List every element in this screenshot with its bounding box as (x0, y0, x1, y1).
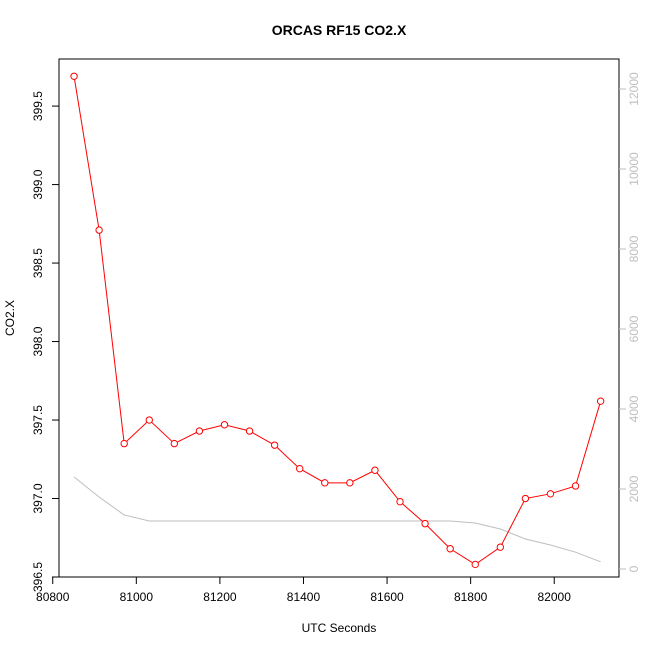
co2-data-point (446, 545, 454, 553)
x-tick-label: 81400 (287, 590, 321, 604)
y2-axis: 0 2000 4000 6000 8000 10000 12000 (619, 72, 641, 572)
y2-tick-label: 4000 (627, 395, 641, 422)
y-tick-label: 399.0 (31, 169, 45, 199)
co2-data-point (421, 519, 429, 528)
altitude-series-line (73, 476, 601, 563)
y-tick-label: 397.0 (31, 483, 45, 513)
co2-data-point (95, 226, 103, 234)
co2-data-point (371, 466, 379, 474)
y2-tick-label: 12000 (627, 72, 641, 106)
y2-tick-label: 10000 (627, 152, 641, 186)
co2-data-point (321, 479, 329, 487)
x-axis: 80800 81000 81200 81400 81600 81800 82000 (36, 577, 571, 604)
co2-data-point (596, 397, 605, 405)
x-tick-label: 81600 (370, 590, 404, 604)
x-tick-label: 82000 (538, 590, 572, 604)
co2-data-point (396, 497, 404, 506)
y-tick-label: 398.0 (31, 326, 45, 356)
plot-frame (58, 58, 620, 578)
co2-data-point (145, 416, 153, 424)
co2-data-point (70, 72, 78, 80)
y-tick-label: 399.5 (31, 91, 45, 121)
x-axis-label: UTC Seconds (302, 621, 377, 635)
y-axis-label: CO2.X (3, 300, 17, 336)
y2-tick-label: 0 (627, 565, 641, 572)
co2-data-point (571, 482, 580, 490)
co2-data-point (195, 427, 204, 435)
co2-data-point (521, 494, 530, 503)
co2-data-point (346, 479, 354, 487)
co2-data-point (546, 490, 555, 498)
co2-series-line (73, 76, 602, 566)
co2-data-point (270, 441, 279, 449)
x-tick-label: 81800 (454, 590, 488, 604)
chart-title: ORCAS RF15 CO2.X (272, 22, 407, 38)
x-tick-label: 81200 (203, 590, 237, 604)
y2-tick-label: 2000 (627, 475, 641, 502)
co2-data-point (296, 464, 304, 473)
co2-data-point (471, 560, 479, 569)
x-tick-label: 81000 (120, 590, 154, 604)
y-tick-label: 396.5 (31, 562, 45, 592)
series-layer (70, 72, 605, 569)
co2-data-point (120, 439, 128, 448)
y2-tick-label: 8000 (627, 235, 641, 262)
x-tick-label: 80800 (36, 590, 70, 604)
co2-data-point (220, 421, 229, 429)
y2-tick-label: 6000 (627, 315, 641, 342)
co2-data-point (245, 427, 254, 435)
co2-data-point (170, 439, 179, 448)
y-tick-label: 397.5 (31, 405, 45, 435)
co2-data-point (496, 543, 505, 551)
y-axis: 396.5 397.0 397.5 398.0 398.5 399.0 399.5 (31, 91, 59, 592)
y-tick-label: 398.5 (31, 248, 45, 278)
